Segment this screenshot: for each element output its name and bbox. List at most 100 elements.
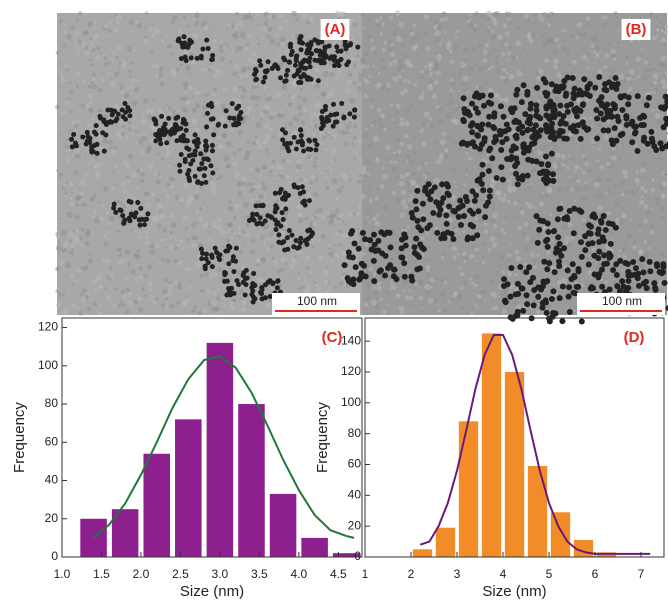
noise: [132, 100, 138, 106]
noise: [127, 47, 132, 52]
noise: [366, 216, 369, 219]
particle: [614, 283, 620, 289]
scale-label: 100 nm: [297, 294, 337, 308]
noise: [507, 200, 511, 204]
noise: [501, 63, 503, 65]
noise: [662, 254, 666, 258]
x-tick-label: 5: [546, 567, 553, 581]
noise: [102, 140, 104, 142]
noise: [197, 222, 199, 224]
particle: [498, 147, 504, 153]
noise: [556, 162, 561, 167]
particle: [199, 247, 204, 252]
particle: [549, 121, 555, 127]
panel-label: (C): [322, 329, 343, 346]
noise: [335, 197, 339, 201]
particle: [331, 102, 336, 107]
noise: [326, 169, 329, 172]
noise: [208, 240, 210, 242]
noise: [144, 120, 147, 123]
noise: [429, 124, 434, 129]
particle: [89, 150, 94, 155]
y-axis-label: Frequency: [314, 402, 331, 473]
noise: [488, 248, 492, 252]
particle: [307, 76, 312, 81]
noise: [251, 85, 256, 90]
particle: [561, 245, 567, 251]
noise: [267, 35, 271, 39]
noise: [94, 155, 98, 159]
noise: [95, 216, 97, 218]
noise: [147, 298, 150, 301]
noise: [610, 69, 615, 74]
noise: [141, 151, 145, 155]
noise: [382, 167, 385, 170]
noise: [76, 71, 80, 75]
noise: [405, 174, 408, 177]
noise: [326, 290, 329, 293]
particle: [557, 295, 563, 301]
noise: [474, 11, 479, 16]
particle: [573, 128, 579, 134]
noise: [442, 132, 447, 137]
noise: [88, 253, 91, 256]
particle: [513, 133, 519, 139]
particle: [474, 123, 480, 129]
noise: [94, 218, 100, 224]
noise: [497, 48, 499, 50]
particle: [187, 178, 192, 183]
noise: [502, 270, 506, 274]
noise: [73, 124, 78, 129]
noise: [361, 169, 367, 175]
noise: [660, 206, 664, 210]
noise: [620, 44, 623, 47]
noise: [167, 290, 173, 296]
noise: [56, 51, 60, 55]
noise: [467, 294, 470, 297]
noise: [527, 185, 531, 189]
noise: [268, 152, 270, 154]
noise: [92, 113, 94, 115]
particle: [560, 284, 566, 290]
particle: [647, 268, 653, 274]
particle: [481, 103, 487, 109]
noise: [223, 45, 228, 50]
noise: [460, 306, 464, 310]
noise: [233, 216, 237, 220]
noise: [450, 292, 453, 295]
noise: [179, 97, 182, 100]
noise: [182, 247, 185, 250]
particle: [401, 260, 407, 266]
tem-image: 100 nm: [55, 11, 364, 316]
noise: [276, 92, 281, 97]
noise: [333, 286, 336, 289]
noise: [434, 62, 440, 68]
noise: [210, 177, 213, 180]
particle: [402, 274, 408, 280]
noise: [403, 54, 407, 58]
particle: [500, 177, 506, 183]
noise: [469, 66, 474, 71]
noise: [429, 117, 432, 120]
noise: [158, 205, 164, 211]
particle: [170, 127, 175, 132]
noise: [399, 22, 405, 28]
noise: [63, 183, 67, 187]
noise: [246, 111, 250, 115]
particle: [606, 220, 612, 226]
noise: [117, 21, 120, 24]
particle: [113, 118, 118, 123]
noise: [161, 157, 165, 161]
noise: [618, 254, 621, 257]
particle: [122, 101, 127, 106]
particle: [303, 238, 308, 243]
noise: [644, 195, 646, 197]
particle: [302, 74, 307, 79]
noise: [661, 216, 666, 221]
noise: [650, 83, 654, 87]
noise: [107, 65, 110, 68]
noise: [650, 223, 655, 228]
particle: [244, 282, 249, 287]
noise: [95, 56, 100, 61]
noise: [166, 103, 169, 106]
